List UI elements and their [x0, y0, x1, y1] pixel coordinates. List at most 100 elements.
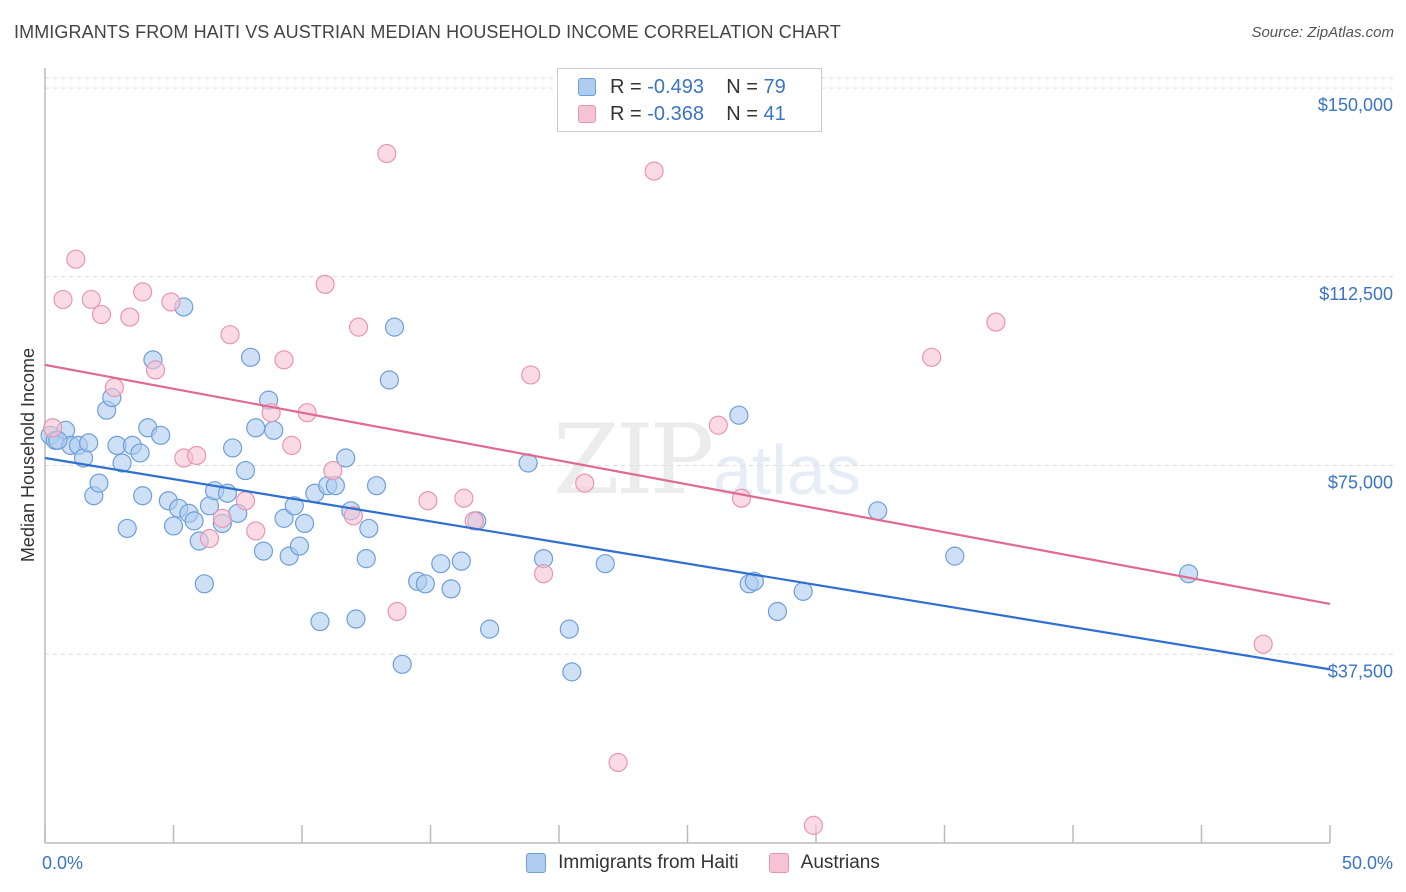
data-point	[246, 521, 266, 541]
data-point	[744, 571, 764, 591]
data-point	[220, 325, 240, 345]
data-point	[644, 161, 664, 181]
data-point	[922, 347, 942, 367]
data-point	[184, 511, 204, 531]
data-point	[163, 516, 184, 536]
data-point	[729, 405, 749, 425]
legend-label-haiti: Immigrants from Haiti	[558, 852, 739, 873]
trend-line-austrians	[44, 363, 1331, 606]
data-point	[415, 574, 435, 594]
data-point	[235, 491, 256, 511]
data-point	[117, 518, 137, 539]
source-credit: Source: ZipAtlas.com	[1251, 24, 1394, 41]
data-point	[521, 365, 541, 385]
data-point	[348, 317, 369, 337]
data-point	[346, 609, 366, 629]
data-point	[377, 143, 397, 164]
data-point	[533, 564, 554, 584]
data-point	[212, 508, 232, 528]
y-tick-label: $150,000	[1318, 95, 1393, 115]
data-point	[66, 249, 86, 269]
r-value: -0.493	[647, 75, 704, 98]
data-point	[241, 347, 261, 367]
data-point	[803, 815, 824, 835]
data-point	[79, 433, 99, 453]
austrian-legend-swatch	[768, 853, 789, 873]
data-point	[187, 445, 207, 466]
data-point	[731, 488, 752, 508]
data-point	[359, 518, 379, 539]
data-point	[274, 508, 294, 528]
data-point	[274, 350, 294, 370]
data-point	[323, 460, 343, 481]
n-label: N =	[726, 102, 764, 125]
data-point	[282, 435, 302, 456]
axes	[44, 68, 1331, 844]
data-point	[767, 601, 788, 622]
data-point	[133, 282, 153, 302]
data-point	[343, 506, 363, 526]
y-axis-label: Median Household Income	[18, 348, 38, 562]
data-point	[454, 488, 474, 508]
data-point	[223, 438, 243, 458]
data-point	[1179, 564, 1199, 584]
legend-row-austrians: R = -0.368 N = 41	[578, 101, 786, 127]
series-legend: Immigrants from Haiti Austrians	[0, 852, 1406, 874]
y-tick-label: $37,500	[1328, 661, 1393, 681]
data-point	[284, 496, 304, 516]
data-point	[366, 476, 387, 496]
data-point	[194, 574, 214, 594]
data-point	[708, 415, 728, 435]
legend-label-austrians: Austrians	[800, 852, 880, 873]
legend-item-haiti: Immigrants from Haiti	[526, 852, 739, 874]
data-point	[151, 425, 171, 445]
data-point	[246, 418, 266, 438]
data-point	[104, 377, 124, 398]
y-tick-label: $112,500	[1319, 284, 1393, 304]
correlation-legend: R = -0.493 N = 79 R = -0.368 N = 41	[557, 68, 822, 132]
data-point	[264, 420, 284, 440]
data-point	[43, 418, 63, 438]
r-value: -0.368	[647, 102, 704, 125]
chart-title: IMMIGRANTS FROM HAITI VS AUSTRIAN MEDIAN…	[14, 22, 841, 42]
data-point	[253, 541, 274, 561]
data-point	[1253, 634, 1273, 654]
data-point	[130, 443, 150, 463]
watermark-zip: ZIP	[553, 404, 714, 516]
data-point	[315, 274, 335, 294]
data-point	[379, 370, 399, 390]
data-point	[441, 579, 461, 599]
data-point	[161, 292, 181, 312]
data-point	[431, 554, 451, 574]
series-immigrants-from-haiti	[40, 297, 1199, 682]
data-point	[595, 554, 615, 574]
x-tick-labels: 0.0% 50.0%	[42, 853, 1393, 873]
r-label: R =	[610, 102, 648, 125]
data-point	[392, 654, 412, 674]
haiti-legend-swatch	[526, 853, 547, 873]
data-point	[336, 448, 356, 468]
data-point	[356, 549, 376, 569]
data-point	[53, 289, 73, 310]
data-point	[235, 460, 256, 481]
haiti-swatch	[578, 78, 596, 96]
data-point	[387, 601, 407, 622]
x-tick-label-max: 50.0%	[1342, 853, 1393, 873]
data-point	[945, 546, 965, 566]
data-point	[384, 317, 405, 337]
data-point	[575, 473, 595, 493]
data-point	[120, 307, 140, 327]
data-point	[793, 581, 813, 601]
data-point	[562, 662, 582, 682]
data-point	[464, 511, 484, 531]
data-point	[451, 551, 471, 571]
data-point	[608, 752, 628, 773]
data-point	[310, 611, 330, 632]
data-point	[112, 453, 132, 473]
data-point	[81, 289, 101, 310]
trend-lines	[44, 363, 1331, 671]
data-point	[480, 619, 500, 639]
austrian-swatch	[578, 105, 596, 123]
legend-row-haiti: R = -0.493 N = 79	[578, 74, 786, 100]
